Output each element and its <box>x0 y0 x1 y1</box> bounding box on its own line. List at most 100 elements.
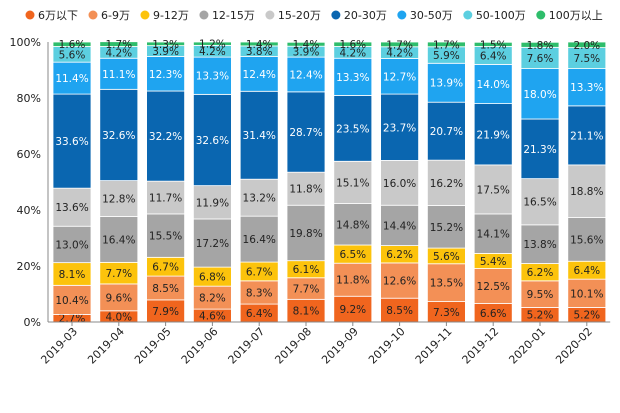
data-label: 32.6% <box>196 135 229 147</box>
legend-item: 100万以上 <box>536 9 603 22</box>
bar-segment <box>333 41 373 47</box>
bar-segment <box>192 185 232 220</box>
data-label: 14.0% <box>477 79 510 91</box>
bar-segment <box>426 205 466 249</box>
bar-segment <box>567 41 607 48</box>
x-tick-label: 2019-04 <box>85 325 127 367</box>
bar-stack: 5.2% 9.5% 6.2% 13.8% 16.5% 21.3% 18.0% 7.6%1.8% <box>520 40 560 323</box>
x-tick-label: 2019-12 <box>460 325 502 367</box>
data-label: 15.6% <box>570 234 603 246</box>
bar-segment <box>52 187 92 227</box>
bar-stack: 5.2% 10.1% 6.4% 15.6% 18.8% 21.1% 13.3% 7.5%2.0… <box>567 40 607 323</box>
legend-marker <box>265 10 275 20</box>
y-tick-label: 80% <box>17 92 41 105</box>
legend-label: 30-50万 <box>410 9 453 22</box>
bar-segment <box>473 41 513 47</box>
bar-segment <box>333 262 373 297</box>
data-label: 11.7% <box>149 193 182 205</box>
bar-segment <box>146 41 186 47</box>
data-label: 8.1% <box>59 269 86 281</box>
data-label: 7.3% <box>433 307 460 319</box>
bar-segment <box>99 88 139 181</box>
legend-label: 20-30万 <box>344 9 387 22</box>
data-label: 8.5% <box>386 305 413 317</box>
data-label: 6.2% <box>386 249 413 261</box>
bar-segment <box>192 56 232 95</box>
bar-segment <box>380 93 420 161</box>
data-label: 6.2% <box>527 267 554 279</box>
data-label: 4.2% <box>199 46 226 58</box>
legend-marker <box>331 10 341 20</box>
bar-segment <box>286 171 326 206</box>
bar-segment <box>520 68 560 120</box>
data-label: 1.7% <box>386 39 413 51</box>
bar-segment <box>239 178 279 217</box>
data-label: 16.2% <box>430 178 463 190</box>
legend-marker <box>463 10 473 20</box>
legend-label: 15-20万 <box>278 9 321 22</box>
bar-stack: 7.9% 8.5% 6.7% 15.5% 11.7% 32.2% 12.3% 3.9%1.3% <box>146 39 186 323</box>
bar-segment <box>146 180 186 215</box>
bar-segment <box>239 41 279 47</box>
data-label: 17.5% <box>477 184 510 196</box>
data-label: 6.1% <box>293 264 320 276</box>
data-label: 8.5% <box>152 283 179 295</box>
bar-segment <box>567 217 607 262</box>
bar-segment <box>473 64 513 105</box>
data-label: 7.7% <box>105 268 132 280</box>
bar-stack: 2.7%10.4%8.1%13.0%13.6%33.6%11.4%5.6%1.6… <box>52 39 92 325</box>
legend-item: 20-30万 <box>331 9 387 22</box>
x-tick-label: 2019-09 <box>319 325 361 367</box>
y-tick-label: 20% <box>17 260 41 273</box>
data-label: 11.8% <box>336 275 369 287</box>
y-tick-label: 40% <box>17 204 41 217</box>
bar-segment <box>52 93 92 189</box>
data-label: 14.1% <box>477 229 510 241</box>
data-label: 20.7% <box>430 126 463 138</box>
bar-segment <box>380 41 420 48</box>
bar-segment <box>520 41 560 48</box>
data-label: 4.2% <box>105 47 132 59</box>
bar-segment <box>333 57 373 96</box>
data-label: 21.3% <box>523 144 556 156</box>
x-tick-label: 2019-10 <box>366 325 408 367</box>
bar-segment <box>99 283 139 312</box>
data-label: 1.3% <box>152 39 179 51</box>
data-label: 23.7% <box>383 122 416 134</box>
data-label: 1.7% <box>105 39 132 51</box>
bar-segment <box>426 159 466 206</box>
bar-segment <box>239 90 279 180</box>
data-label: 13.9% <box>430 78 463 90</box>
data-label: 15.5% <box>149 231 182 243</box>
y-tick-label: 0% <box>24 316 41 329</box>
data-label: 6.7% <box>152 262 179 274</box>
legend-item: 15-20万 <box>265 9 321 22</box>
x-tick-label: 2019-08 <box>272 325 314 367</box>
bar-segment <box>520 118 560 180</box>
data-label: 17.2% <box>196 238 229 250</box>
legend-item: 30-50万 <box>397 9 453 22</box>
legend-item: 12-15万 <box>199 9 255 22</box>
data-label: 1.6% <box>339 39 366 51</box>
y-axis: 0% 20% 40% 60% 80% 100% <box>10 36 49 329</box>
data-label: 15.1% <box>336 177 369 189</box>
bar-segment <box>146 213 186 258</box>
data-label: 6.5% <box>339 249 366 261</box>
bar-stack: 4.6% 8.2% 6.8% 17.2% 11.9% 32.6% 13.3% 4.2%1.2% <box>192 39 232 323</box>
data-label: 16.4% <box>102 234 135 246</box>
bar-segment <box>286 41 326 47</box>
bar-segment <box>333 95 373 162</box>
data-label: 1.7% <box>433 39 460 51</box>
data-label: 14.4% <box>383 220 416 232</box>
bar-segment <box>239 56 279 92</box>
bar-segment <box>99 216 139 263</box>
bar-segment <box>52 225 92 264</box>
data-label: 5.9% <box>433 50 460 62</box>
data-label: 9.2% <box>339 304 366 316</box>
data-label: 11.4% <box>55 73 88 85</box>
legend-marker <box>88 10 98 20</box>
data-label: 7.6% <box>527 53 554 65</box>
data-label: 12.8% <box>102 194 135 206</box>
bar-stack: 7.3% 13.5% 5.6% 15.2% 16.2% 20.7% 13.9% 5.9%1.7… <box>426 39 466 323</box>
data-label: 13.2% <box>243 193 276 205</box>
